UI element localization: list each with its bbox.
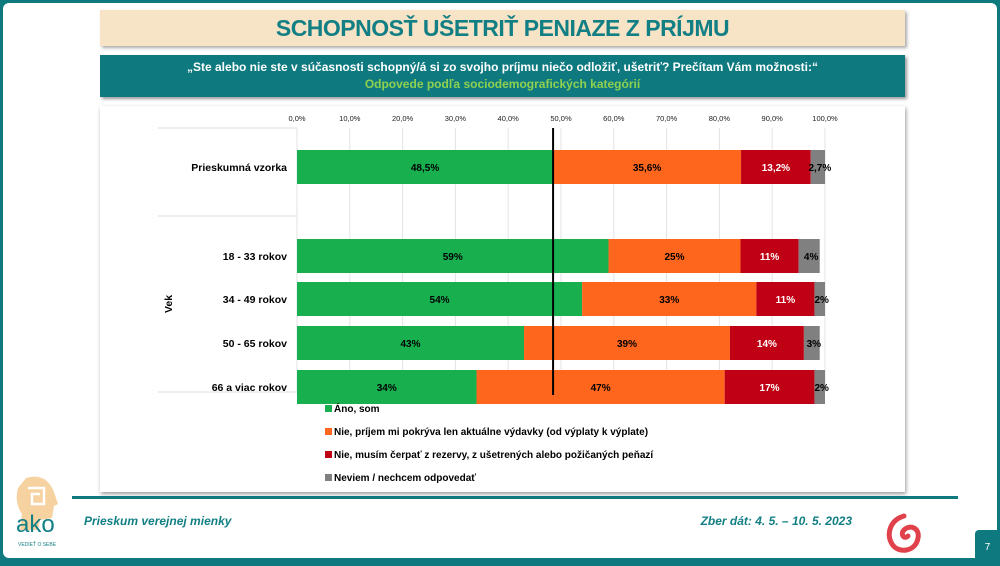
data-label: 14%: [757, 339, 777, 350]
partner-logo-spiral: [886, 513, 921, 553]
data-label: 25%: [665, 252, 685, 263]
bar-segment: [810, 150, 825, 184]
bar-segment: [756, 282, 815, 316]
legend-swatch: [325, 451, 332, 458]
bar-segment: [608, 239, 741, 273]
legend-label: Neviem / nechcem odpovedať: [334, 473, 476, 484]
data-label: 43%: [401, 339, 421, 350]
x-tick-label: 30,0%: [445, 114, 467, 123]
bar-segment: [297, 150, 554, 184]
data-label: 13,2%: [762, 163, 790, 174]
x-tick-label: 10,0%: [339, 114, 361, 123]
data-label: 2,7%: [808, 163, 831, 174]
x-tick-label: 0,0%: [288, 114, 305, 123]
legend-label: Nie, príjem mi pokrýva len aktuálne výda…: [334, 427, 648, 438]
data-label: 59%: [443, 252, 463, 263]
legend-label: Nie, musím čerpať z rezervy, z ušetrenýc…: [334, 450, 654, 461]
data-label: 2%: [814, 295, 829, 306]
x-tick-label: 50,0%: [550, 114, 572, 123]
bar-segment: [814, 282, 825, 316]
footer-survey-name: Prieskum verejnej mienky: [84, 514, 232, 528]
footer-date-range: Zber dát: 4. 5. – 10. 5. 2023: [700, 514, 852, 528]
stacked-bar-chart: 0,0% 10,0% 20,0% 30,0% 40,0% 50,0% 60,0% 70,0% 8…: [158, 114, 838, 484]
data-label: 48,5%: [411, 163, 439, 174]
bar-segment: [524, 326, 730, 360]
legend-swatch: [325, 474, 332, 481]
data-label: 11%: [776, 295, 796, 306]
x-tick-label: 20,0%: [392, 114, 414, 123]
svg-text:VEDIEŤ O SEBE: VEDIEŤ O SEBE: [18, 540, 57, 548]
legend-swatch: [325, 428, 332, 435]
bar-segment: [729, 326, 804, 360]
footer-divider: [72, 496, 958, 499]
bar-segment: [724, 370, 815, 404]
category-label: 18 - 33 rokov: [223, 251, 287, 263]
data-label: 54%: [430, 295, 450, 306]
ako-logo: ako VEDIEŤ O SEBE: [16, 476, 59, 548]
x-tick-label: 60,0%: [603, 114, 625, 123]
bar-segment: [740, 239, 799, 273]
data-label: 39%: [617, 339, 637, 350]
data-label: 11%: [760, 252, 780, 263]
question-box: „Ste alebo nie ste v súčasnosti schopný/…: [100, 55, 905, 97]
category-label: 50 - 65 rokov: [223, 338, 287, 350]
data-label: 47%: [591, 383, 611, 394]
subtitle: Odpovede podľa sociodemografických kateg…: [364, 77, 641, 91]
bar-segment: [582, 282, 757, 316]
bar-segment: [803, 326, 820, 360]
bar-segment: [814, 370, 825, 404]
bar-segment: [297, 370, 477, 404]
x-tick-label: 100,0%: [812, 114, 838, 123]
data-label: 17%: [760, 383, 780, 394]
chart-container: 0,0% 10,0% 20,0% 30,0% 40,0% 50,0% 60,0% 70,0% 8…: [100, 106, 905, 492]
bar-segment: [798, 239, 820, 273]
page-number: 7: [975, 530, 1000, 562]
x-tick-label: 90,0%: [762, 114, 784, 123]
category-label: 66 a viac rokov: [212, 382, 287, 394]
bar-segment: [297, 282, 583, 316]
bar-segment: [297, 326, 525, 360]
x-tick-label: 40,0%: [498, 114, 520, 123]
data-label: 4%: [804, 252, 819, 263]
question-text: „Ste alebo nie ste v súčasnosti schopný/…: [187, 60, 818, 74]
svg-text:ako: ako: [16, 511, 55, 538]
x-tick-label: 80,0%: [709, 114, 731, 123]
page-title: SCHOPNOSŤ UŠETRIŤ PENIAZE Z PRÍJMU: [100, 10, 905, 46]
bar-segment: [741, 150, 811, 184]
data-label: 33%: [659, 295, 679, 306]
bar-segment: [476, 370, 725, 404]
legend-swatch: [325, 405, 332, 412]
data-label: 35,6%: [633, 163, 661, 174]
data-label: 2%: [814, 383, 829, 394]
x-tick-label: 70,0%: [656, 114, 678, 123]
legend-label: Áno, som: [334, 402, 380, 415]
bar-segment: [297, 239, 609, 273]
category-label: 34 - 49 rokov: [223, 294, 287, 306]
category-label: Prieskumná vzorka: [191, 162, 287, 174]
data-label: 3%: [807, 339, 822, 350]
bar-segment: [553, 150, 742, 184]
data-label: 34%: [377, 383, 397, 394]
group-label: Vek: [163, 295, 175, 313]
